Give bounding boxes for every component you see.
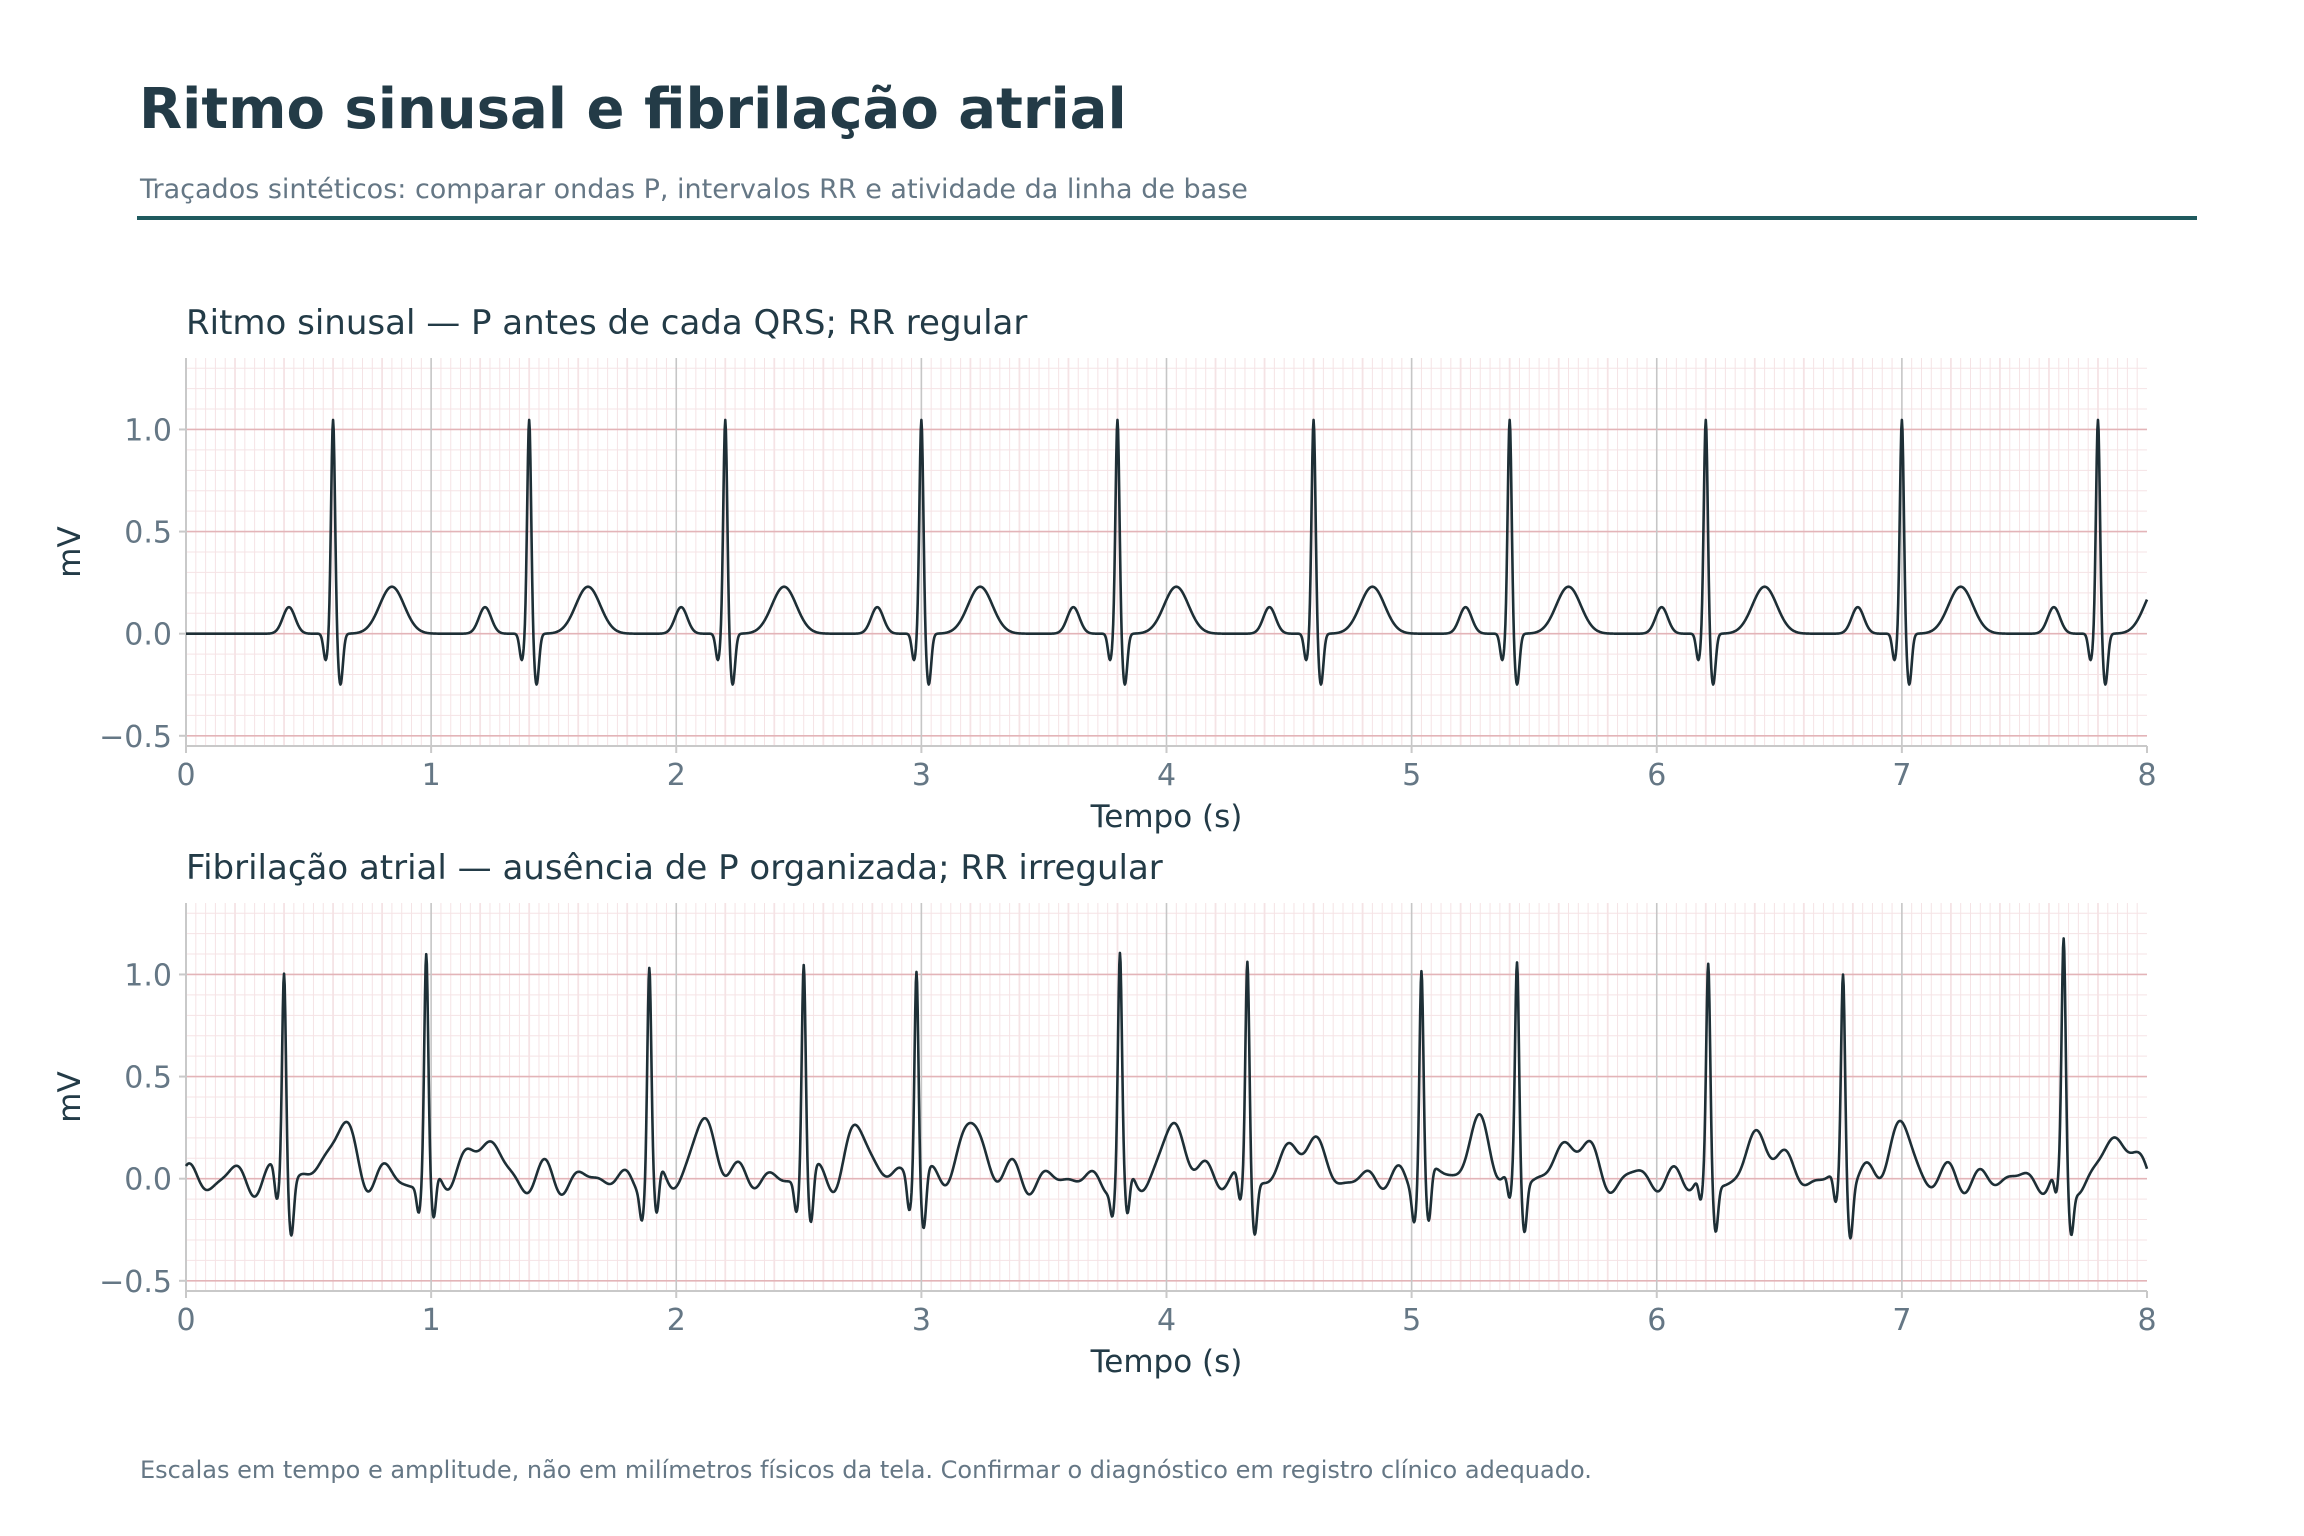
major-grid: [186, 358, 2147, 746]
panel-title: Fibrilação atrial — ausência de P organi…: [186, 848, 1163, 888]
x-tick-label: 8: [2137, 758, 2156, 793]
x-tick-label: 0: [176, 758, 195, 793]
x-tick-label: 4: [1157, 1303, 1176, 1338]
ecg-trace: [184, 937, 2149, 1240]
x-axis-label: Tempo (s): [1090, 799, 1243, 835]
ecg-panel-1: Ritmo sinusal — P antes de cada QRS; RR …: [52, 303, 2157, 835]
y-tick-label: −0.5: [99, 720, 172, 755]
y-tick-label: 0.0: [124, 618, 172, 653]
x-axis-label: Tempo (s): [1090, 1344, 1243, 1380]
x-tick-label: 3: [912, 758, 931, 793]
page-title: Ritmo sinusal e fibrilação atrial: [139, 77, 1127, 142]
x-tick-label: 5: [1402, 1303, 1421, 1338]
x-tick-label: 2: [667, 1303, 686, 1338]
x-tick-label: 1: [422, 758, 441, 793]
title-divider: [137, 216, 2197, 220]
x-tick-label: 0: [176, 1303, 195, 1338]
y-tick-label: 1.0: [124, 958, 172, 993]
x-tick-label: 5: [1402, 758, 1421, 793]
y-tick-label: 0.5: [124, 1061, 172, 1096]
y-axis-label: mV: [52, 526, 88, 577]
x-tick-label: 8: [2137, 1303, 2156, 1338]
y-tick-label: 0.5: [124, 516, 172, 551]
footnote: Escalas em tempo e amplitude, não em mil…: [140, 1456, 1592, 1484]
major-grid: [186, 903, 2147, 1291]
ecg-trace: [185, 418, 2149, 686]
page-subtitle: Traçados sintéticos: comparar ondas P, i…: [140, 174, 1248, 205]
x-tick-label: 6: [1647, 758, 1666, 793]
x-tick-label: 4: [1157, 758, 1176, 793]
x-tick-label: 7: [1892, 1303, 1911, 1338]
y-tick-label: 0.0: [124, 1163, 172, 1198]
x-tick-label: 7: [1892, 758, 1911, 793]
x-tick-label: 6: [1647, 1303, 1666, 1338]
x-tick-label: 1: [422, 1303, 441, 1338]
y-tick-label: −0.5: [99, 1265, 172, 1300]
panel-title: Ritmo sinusal — P antes de cada QRS; RR …: [186, 303, 1027, 343]
ecg-panel-2: Fibrilação atrial — ausência de P organi…: [52, 848, 2157, 1380]
x-tick-label: 3: [912, 1303, 931, 1338]
y-tick-label: 1.0: [124, 413, 172, 448]
y-axis-label: mV: [52, 1071, 88, 1122]
x-tick-label: 2: [667, 758, 686, 793]
